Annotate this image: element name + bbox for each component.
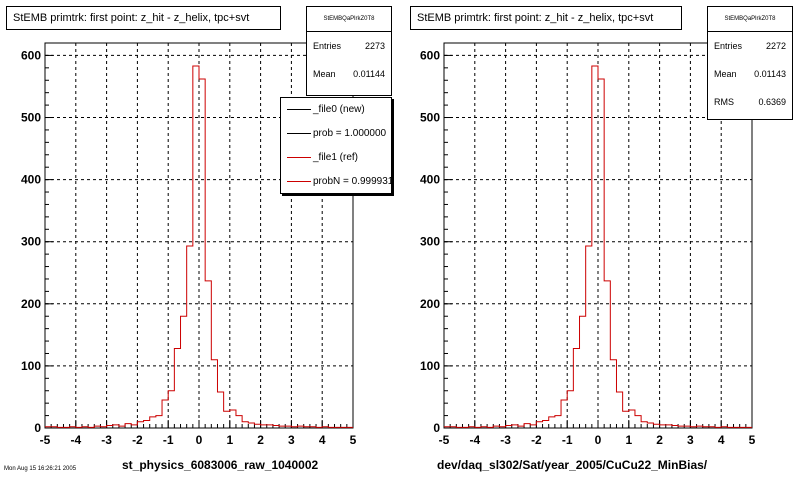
right-x-tick-label: 2 bbox=[656, 433, 663, 447]
left-histogram-series bbox=[45, 65, 353, 428]
right-stats-mean-value: 0.01143 bbox=[754, 69, 786, 79]
right-stats-rms-value: 0.6369 bbox=[758, 97, 786, 107]
right-x-tick-label: -2 bbox=[531, 433, 542, 447]
right-y-tick-label: 0 bbox=[433, 421, 440, 435]
left-x-tick-label: -2 bbox=[132, 433, 143, 447]
legend-line-file0 bbox=[287, 109, 311, 110]
legend-entry-file1: _file1 (ref) bbox=[281, 146, 391, 170]
legend-label-file1: _file1 (ref) bbox=[313, 152, 359, 163]
left-y-tick-label: 400 bbox=[21, 173, 41, 187]
footnote-timestamp: Mon Aug 15 16:26:21 2005 bbox=[4, 466, 77, 472]
left-x-tick-label: -3 bbox=[101, 433, 112, 447]
right-stats-entries-value: 2272 bbox=[765, 41, 786, 51]
legend-label-prob: prob = 1.000000 bbox=[313, 128, 387, 139]
left-x-tick-label: 2 bbox=[257, 433, 264, 447]
right-stats-box: StEMBQaPlrkZ0T8 Entries 2272 Mean 0.0114… bbox=[707, 6, 793, 120]
left-x-tick-label: 4 bbox=[319, 433, 326, 447]
right-stats-entries-row: Entries 2272 bbox=[708, 32, 792, 60]
right-stats-mean-row: Mean 0.01143 bbox=[708, 60, 792, 88]
left-x-tick-label: -5 bbox=[40, 433, 51, 447]
left-x-tick-label: 0 bbox=[196, 433, 203, 447]
left-x-axis-title: st_physics_6083006_raw_1040002 bbox=[122, 458, 319, 472]
left-chart-title: StEMB primtrk: first point: z_hit - z_he… bbox=[6, 6, 281, 30]
left-stats-header: StEMBQaPlrkZ0T8 bbox=[307, 7, 391, 32]
right-x-axis-title: dev/daq_sl302/Sat/year_2005/CuCu22_MinBi… bbox=[437, 458, 708, 472]
right-y-tick-label: 600 bbox=[420, 48, 440, 62]
left-y-tick-label: 0 bbox=[34, 421, 41, 435]
left-x-tick-label: -1 bbox=[163, 433, 174, 447]
right-chart-title: StEMB primtrk: first point: z_hit - z_he… bbox=[410, 6, 682, 30]
left-stats-box: StEMBQaPlrkZ0T8 Entries 2273 Mean 0.0114… bbox=[306, 6, 392, 96]
left-y-tick-label: 600 bbox=[21, 48, 41, 62]
right-y-tick-label: 100 bbox=[420, 359, 440, 373]
right-stats-mean-label: Mean bbox=[714, 69, 737, 79]
left-y-tick-label: 200 bbox=[21, 297, 41, 311]
right-x-tick-label: 1 bbox=[625, 433, 632, 447]
left-x-tick-label: -4 bbox=[70, 433, 81, 447]
right-y-tick-label: 400 bbox=[420, 173, 440, 187]
right-histogram-series bbox=[444, 65, 752, 428]
right-stats-rms-label: RMS bbox=[714, 97, 734, 107]
right-stats-entries-label: Entries bbox=[714, 41, 743, 51]
left-stats-mean-value: 0.01144 bbox=[353, 69, 385, 79]
left-stats-mean-row: Mean 0.01144 bbox=[307, 60, 391, 88]
right-stats-rms-row: RMS 0.6369 bbox=[708, 88, 792, 116]
left-stats-entries-label: Entries bbox=[313, 41, 342, 51]
legend-line-probn bbox=[287, 181, 311, 182]
legend-entry-file0: _file0 (new) bbox=[281, 98, 391, 122]
right-x-tick-label: -4 bbox=[469, 433, 480, 447]
left-stats-mean-label: Mean bbox=[313, 69, 336, 79]
right-x-tick-label: 0 bbox=[595, 433, 602, 447]
legend-entry-prob: prob = 1.000000 bbox=[281, 122, 391, 146]
legend-line-file1 bbox=[287, 157, 311, 158]
left-legend: _file0 (new) prob = 1.000000 _file1 (ref… bbox=[280, 97, 392, 194]
legend-label-file0: _file0 (new) bbox=[313, 104, 365, 115]
right-y-tick-label: 300 bbox=[420, 235, 440, 249]
legend-label-probn: probN = 0.999931 bbox=[313, 176, 392, 187]
right-x-tick-label: -5 bbox=[439, 433, 450, 447]
right-x-tick-label: 3 bbox=[687, 433, 694, 447]
left-y-tick-label: 100 bbox=[21, 359, 41, 373]
legend-entry-probn: probN = 0.999931 bbox=[281, 170, 392, 193]
legend-line-prob bbox=[287, 133, 311, 134]
left-stats-entries-value: 2273 bbox=[364, 41, 385, 51]
right-x-tick-label: -3 bbox=[500, 433, 511, 447]
right-x-tick-label: 5 bbox=[749, 433, 756, 447]
right-x-tick-label: 4 bbox=[718, 433, 725, 447]
right-stats-header: StEMBQaPlrkZ0T8 bbox=[708, 7, 792, 32]
right-x-tick-label: -1 bbox=[562, 433, 573, 447]
left-y-tick-label: 500 bbox=[21, 111, 41, 125]
left-y-tick-label: 300 bbox=[21, 235, 41, 249]
left-stats-entries-row: Entries 2273 bbox=[307, 32, 391, 60]
left-x-tick-label: 3 bbox=[288, 433, 295, 447]
right-y-tick-label: 200 bbox=[420, 297, 440, 311]
left-x-tick-label: 5 bbox=[350, 433, 357, 447]
left-x-tick-label: 1 bbox=[226, 433, 233, 447]
right-y-tick-label: 500 bbox=[420, 111, 440, 125]
